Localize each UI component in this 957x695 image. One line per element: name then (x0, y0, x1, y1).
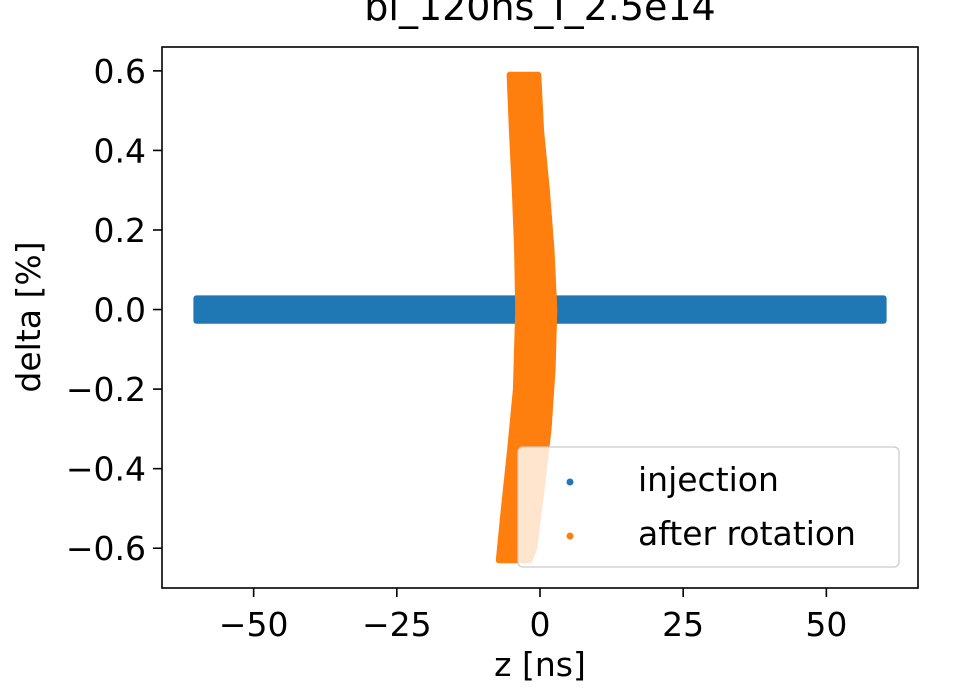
x-tick-label: 25 (662, 605, 704, 644)
y-tick-label: −0.4 (66, 450, 146, 489)
x-axis-label: z [ns] (494, 645, 586, 684)
legend-box (517, 446, 900, 568)
x-axis-ticks: −50 −25 0 25 50 (219, 588, 847, 644)
y-tick-label: 0.0 (94, 291, 146, 330)
y-tick-label: 0.6 (94, 52, 146, 91)
chart-title: bl_120ns_I_2.5e14 (364, 0, 715, 29)
y-tick-label: 0.4 (94, 131, 146, 170)
x-tick-label: −50 (219, 605, 289, 644)
y-tick-label: −0.6 (66, 529, 146, 568)
series-layer (193, 71, 887, 564)
legend-label-injection: injection (638, 460, 779, 499)
legend-marker-injection (566, 478, 574, 486)
x-tick-label: −25 (362, 605, 432, 644)
y-tick-label: 0.2 (94, 211, 146, 250)
y-tick-label: −0.2 (66, 370, 146, 409)
legend: injection after rotation (517, 446, 900, 568)
y-axis-label: delta [%] (9, 241, 48, 392)
x-tick-label: 50 (805, 605, 847, 644)
legend-label-after-rotation: after rotation (638, 514, 856, 553)
legend-marker-after-rotation (566, 532, 574, 540)
y-axis-ticks: −0.6 −0.4 −0.2 0.0 0.2 0.4 0.6 (66, 52, 162, 568)
x-tick-label: 0 (530, 605, 551, 644)
